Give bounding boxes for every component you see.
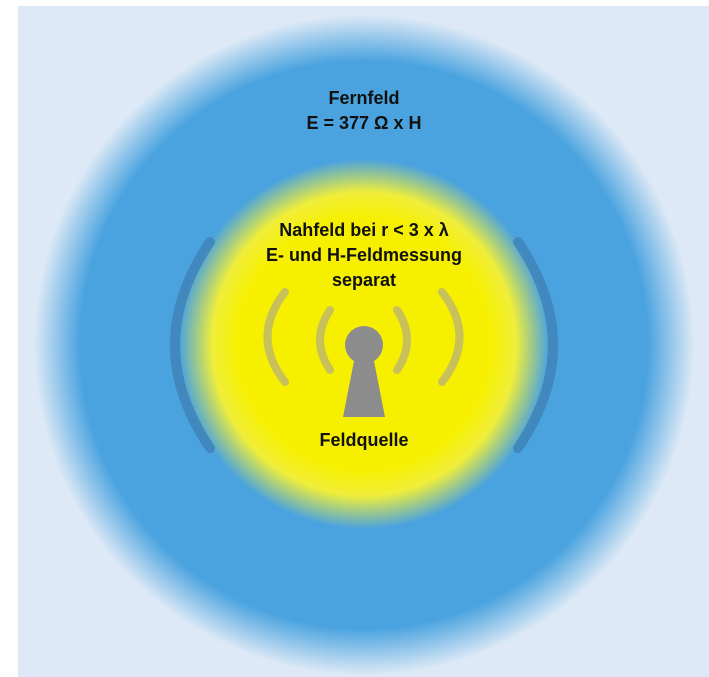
inner-wave-left-inner bbox=[316, 306, 334, 374]
near-field-line-1: Nahfeld bei r < 3 x λ bbox=[279, 220, 449, 240]
source-label: Feldquelle bbox=[319, 430, 409, 450]
near-field-line-3: separat bbox=[331, 270, 397, 290]
outer-wave-left bbox=[170, 237, 215, 453]
inner-wave-right-inner bbox=[393, 306, 411, 374]
antenna-icon bbox=[343, 326, 385, 417]
near-field-line-2: E- und H-Feldmessung bbox=[265, 245, 462, 265]
inner-wave-right-outer bbox=[438, 288, 464, 386]
inner-wave-left-outer bbox=[263, 288, 289, 386]
far-field-equation: E = 377 Ω x H bbox=[306, 113, 422, 133]
outer-wave-right bbox=[513, 237, 558, 453]
far-field-title: Fernfeld bbox=[328, 88, 400, 108]
